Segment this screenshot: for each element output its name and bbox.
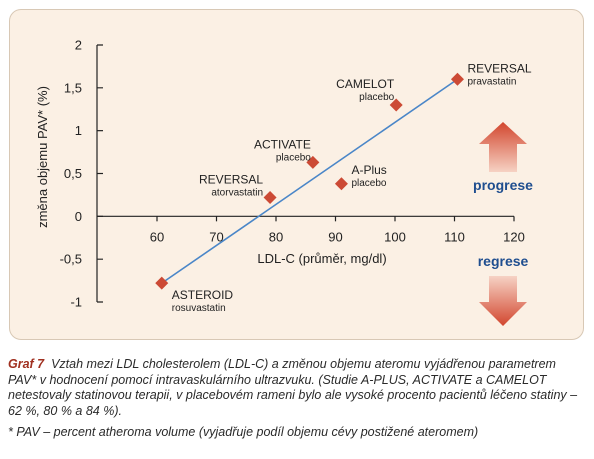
data-point-sublabel: atorvastatin	[211, 187, 263, 198]
caption-main: Graf 7 Vztah mezi LDL cholesterolem (LDL…	[8, 357, 586, 419]
x-axis-label: LDL-C (průměr, mg/dl)	[257, 251, 386, 266]
data-point-label: ACTIVATE	[254, 137, 311, 151]
x-tick-label: 120	[503, 229, 525, 244]
chart-panel: 2 1,5 1 0,5 0 -0,5 -1 60 70 80 90 100 110 120 ASTEROI…	[9, 9, 584, 340]
data-point-sublabel: pravastatin	[467, 76, 516, 87]
x-tick-label: 80	[269, 229, 283, 244]
x-tick-label: 60	[150, 229, 164, 244]
data-point-marker	[155, 276, 169, 290]
progress-label: progrese	[473, 177, 533, 193]
caption-text: Vztah mezi LDL cholesterolem (LDL-C) a z…	[8, 357, 578, 418]
y-tick-label: 2	[75, 38, 82, 53]
y-tick-label: 1,5	[64, 80, 82, 95]
y-tick-label: 0	[75, 209, 82, 224]
data-point-marker	[334, 177, 348, 191]
x-tick-label: 70	[209, 229, 223, 244]
scatter-chart: 2 1,5 1 0,5 0 -0,5 -1 60 70 80 90 100 110 120 ASTEROI…	[35, 38, 533, 326]
y-tick-label: -1	[70, 295, 82, 310]
x-tick-label: 90	[328, 229, 342, 244]
x-tick-label: 110	[444, 229, 465, 244]
data-point-sublabel: placebo	[359, 92, 394, 103]
data-point-marker	[306, 155, 320, 169]
data-point-sublabel: placebo	[276, 152, 311, 163]
progress-arrow-icon	[479, 122, 527, 172]
data-point-sublabel: placebo	[351, 178, 386, 189]
y-tick-label: -0,5	[60, 252, 82, 267]
data-point-label: A-Plus	[351, 163, 386, 177]
caption-footnote: * PAV – percent atheroma volume (vyjadřu…	[8, 425, 479, 439]
data-point-label: REVERSAL	[199, 172, 263, 186]
caption-graf-label: Graf 7	[8, 357, 45, 371]
data-point-marker	[263, 190, 277, 204]
data-point-label: REVERSAL	[467, 61, 531, 75]
x-tick-label: 100	[384, 229, 406, 244]
data-point-label: ASTEROID	[172, 288, 234, 302]
data-point-label: CAMELOT	[336, 77, 395, 91]
y-tick-label: 0,5	[64, 166, 82, 181]
data-point-sublabel: rosuvastatin	[172, 303, 226, 314]
data-point-marker	[450, 72, 464, 86]
regress-label: regrese	[478, 253, 529, 269]
y-tick-label: 1	[75, 123, 82, 138]
regress-arrow-icon	[479, 276, 527, 326]
figure-caption: Graf 7 Vztah mezi LDL cholesterolem (LDL…	[8, 357, 586, 441]
y-axis-label: změna objemu PAV* (%)	[35, 86, 50, 228]
data-point-marker	[389, 98, 403, 112]
trend-line	[161, 78, 458, 284]
